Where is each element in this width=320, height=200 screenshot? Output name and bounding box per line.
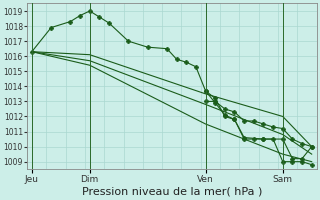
X-axis label: Pression niveau de la mer( hPa ): Pression niveau de la mer( hPa ) bbox=[82, 187, 262, 197]
